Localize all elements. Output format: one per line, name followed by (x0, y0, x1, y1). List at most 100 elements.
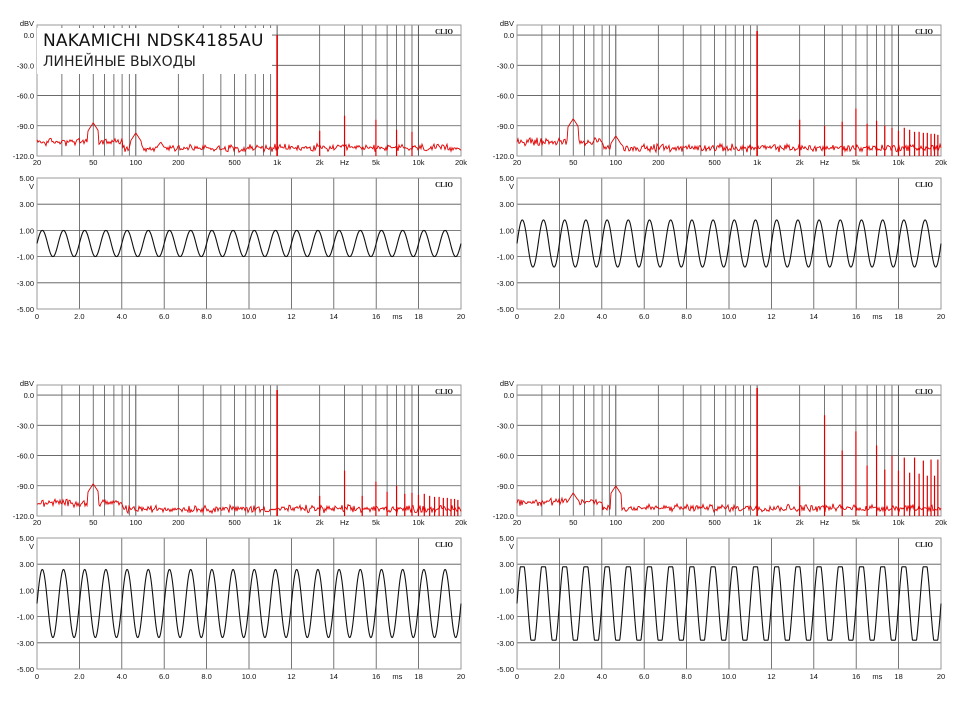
x-axis-label: Hz (820, 158, 829, 167)
waveform-panel: 5.00 3.00 1.00 -1.00 -3.00 -5.00 V 0 2.0 4.0 6.0 8.… (497, 534, 945, 681)
y-tick-label: -1.00 (17, 613, 34, 622)
y-tick-label: -60.0 (17, 92, 34, 101)
x-tick-label: 12 (287, 312, 295, 321)
x-axis-label: Hz (820, 518, 829, 527)
x-tick-label: 5k (372, 158, 380, 167)
x-tick-label: 14 (810, 312, 818, 321)
x-tick-label: 4.0 (117, 312, 127, 321)
x-tick-label: 200 (172, 518, 185, 527)
x-tick-label: 14 (330, 312, 338, 321)
y-tick-label: -5.00 (17, 665, 34, 674)
x-tick-label: 200 (652, 518, 665, 527)
y-tick-label: -1.00 (497, 253, 514, 262)
clio-brand: CLIO (435, 181, 453, 189)
y-axis-label: V (29, 542, 34, 551)
x-tick-label: 20 (33, 158, 41, 167)
x-tick-label: 10k (892, 518, 904, 527)
x-tick-label: 2.0 (554, 672, 564, 681)
x-tick-label: 16 (372, 672, 380, 681)
x-tick-label: 16 (852, 672, 860, 681)
y-tick-label: 5.00 (499, 534, 514, 543)
x-tick-label: 5k (852, 518, 860, 527)
spectrum-trace (516, 118, 942, 154)
y-tick-label: -3.00 (497, 639, 514, 648)
y-tick-label: -120.0 (493, 152, 514, 161)
x-axis-label: Hz (340, 158, 349, 167)
x-tick-label: 12 (287, 672, 295, 681)
x-tick-label: 50 (89, 518, 97, 527)
y-tick-label: -120.0 (13, 152, 34, 161)
clio-brand: CLIO (915, 388, 933, 396)
waveform-trace (516, 219, 942, 268)
spectrum-trace (516, 485, 942, 513)
spectrum-trace (36, 122, 462, 154)
x-tick-label: 20 (937, 312, 945, 321)
device-subtitle: ЛИНЕЙНЫЕ ВЫХОДЫ (43, 54, 196, 70)
waveform-trace (36, 568, 462, 639)
x-tick-label: 0 (35, 312, 39, 321)
y-tick-label: 1.00 (19, 586, 34, 595)
x-tick-label: 20 (33, 518, 41, 527)
x-tick-label: 0 (515, 672, 519, 681)
x-tick-label: 16 (852, 312, 860, 321)
y-tick-label: 3.00 (499, 560, 514, 569)
y-tick-label: -30.0 (17, 61, 34, 70)
y-tick-label: -60.0 (497, 92, 514, 101)
y-tick-label: -3.00 (497, 279, 514, 288)
y-axis-label: V (509, 542, 514, 551)
x-tick-label: 0 (35, 672, 39, 681)
x-tick-label: 20k (935, 158, 947, 167)
x-tick-label: 50 (89, 158, 97, 167)
y-tick-label: -5.00 (497, 305, 514, 314)
spectrum-panel: 0.0 -30.0 -60.0 -90.0 -120.0 dBV 20 50 100 200 500… (493, 19, 948, 167)
x-axis-label: ms (872, 312, 882, 321)
y-tick-label: -90.0 (17, 482, 34, 491)
x-tick-label: 8.0 (201, 672, 211, 681)
x-tick-label: 1k (273, 518, 281, 527)
x-tick-label: 2.0 (74, 312, 84, 321)
y-tick-label: 1.00 (499, 226, 514, 235)
y-tick-label: 0.0 (24, 31, 34, 40)
y-tick-label: 5.00 (19, 174, 34, 183)
device-title: NAKAMICHI NDSK4185AU (43, 31, 264, 51)
x-axis-label: ms (872, 672, 882, 681)
x-tick-label: 1k (753, 518, 761, 527)
clio-brand: CLIO (435, 388, 453, 396)
spectrum-panel: 0.0 -30.0 -60.0 -90.0 -120.0 dBV 20 50 100 200 500… (493, 379, 948, 527)
y-tick-label: 3.00 (19, 200, 34, 209)
plot-frame (36, 384, 462, 517)
x-tick-label: 18 (894, 312, 902, 321)
y-axis-label: dBV (20, 19, 34, 28)
x-tick-label: 10.0 (242, 672, 257, 681)
x-tick-label: 20 (513, 158, 521, 167)
y-tick-label: -60.0 (17, 452, 34, 461)
y-tick-label: -60.0 (497, 452, 514, 461)
y-tick-label: 0.0 (504, 391, 514, 400)
waveform-panel: 5.00 3.00 1.00 -1.00 -3.00 -5.00 V 0 2.0 4.0 6.0 8.… (17, 534, 465, 681)
y-tick-label: 0.0 (504, 31, 514, 40)
y-tick-label: -120.0 (493, 512, 514, 521)
x-tick-label: 10k (412, 158, 424, 167)
x-tick-label: 1k (273, 158, 281, 167)
x-tick-label: 16 (372, 312, 380, 321)
plot-frame (516, 384, 942, 517)
waveform-panel: 5.00 3.00 1.00 -1.00 -3.00 -5.00 V 0 2.0 4.0 6.0 8.… (17, 174, 465, 321)
x-tick-label: 20k (935, 518, 947, 527)
x-tick-label: 500 (708, 158, 721, 167)
x-tick-label: 500 (228, 518, 241, 527)
y-tick-label: -90.0 (497, 122, 514, 131)
y-tick-label: 5.00 (19, 534, 34, 543)
y-tick-label: -5.00 (497, 665, 514, 674)
clio-brand: CLIO (915, 28, 933, 36)
clio-brand: CLIO (915, 541, 933, 549)
clio-brand: CLIO (915, 181, 933, 189)
y-tick-label: -5.00 (17, 305, 34, 314)
x-tick-label: 6.0 (639, 312, 649, 321)
clio-brand: CLIO (435, 28, 453, 36)
y-axis-label: dBV (500, 19, 514, 28)
x-tick-label: 14 (810, 672, 818, 681)
y-tick-label: -1.00 (17, 253, 34, 262)
y-tick-label: -90.0 (17, 122, 34, 131)
x-tick-label: 20 (457, 672, 465, 681)
